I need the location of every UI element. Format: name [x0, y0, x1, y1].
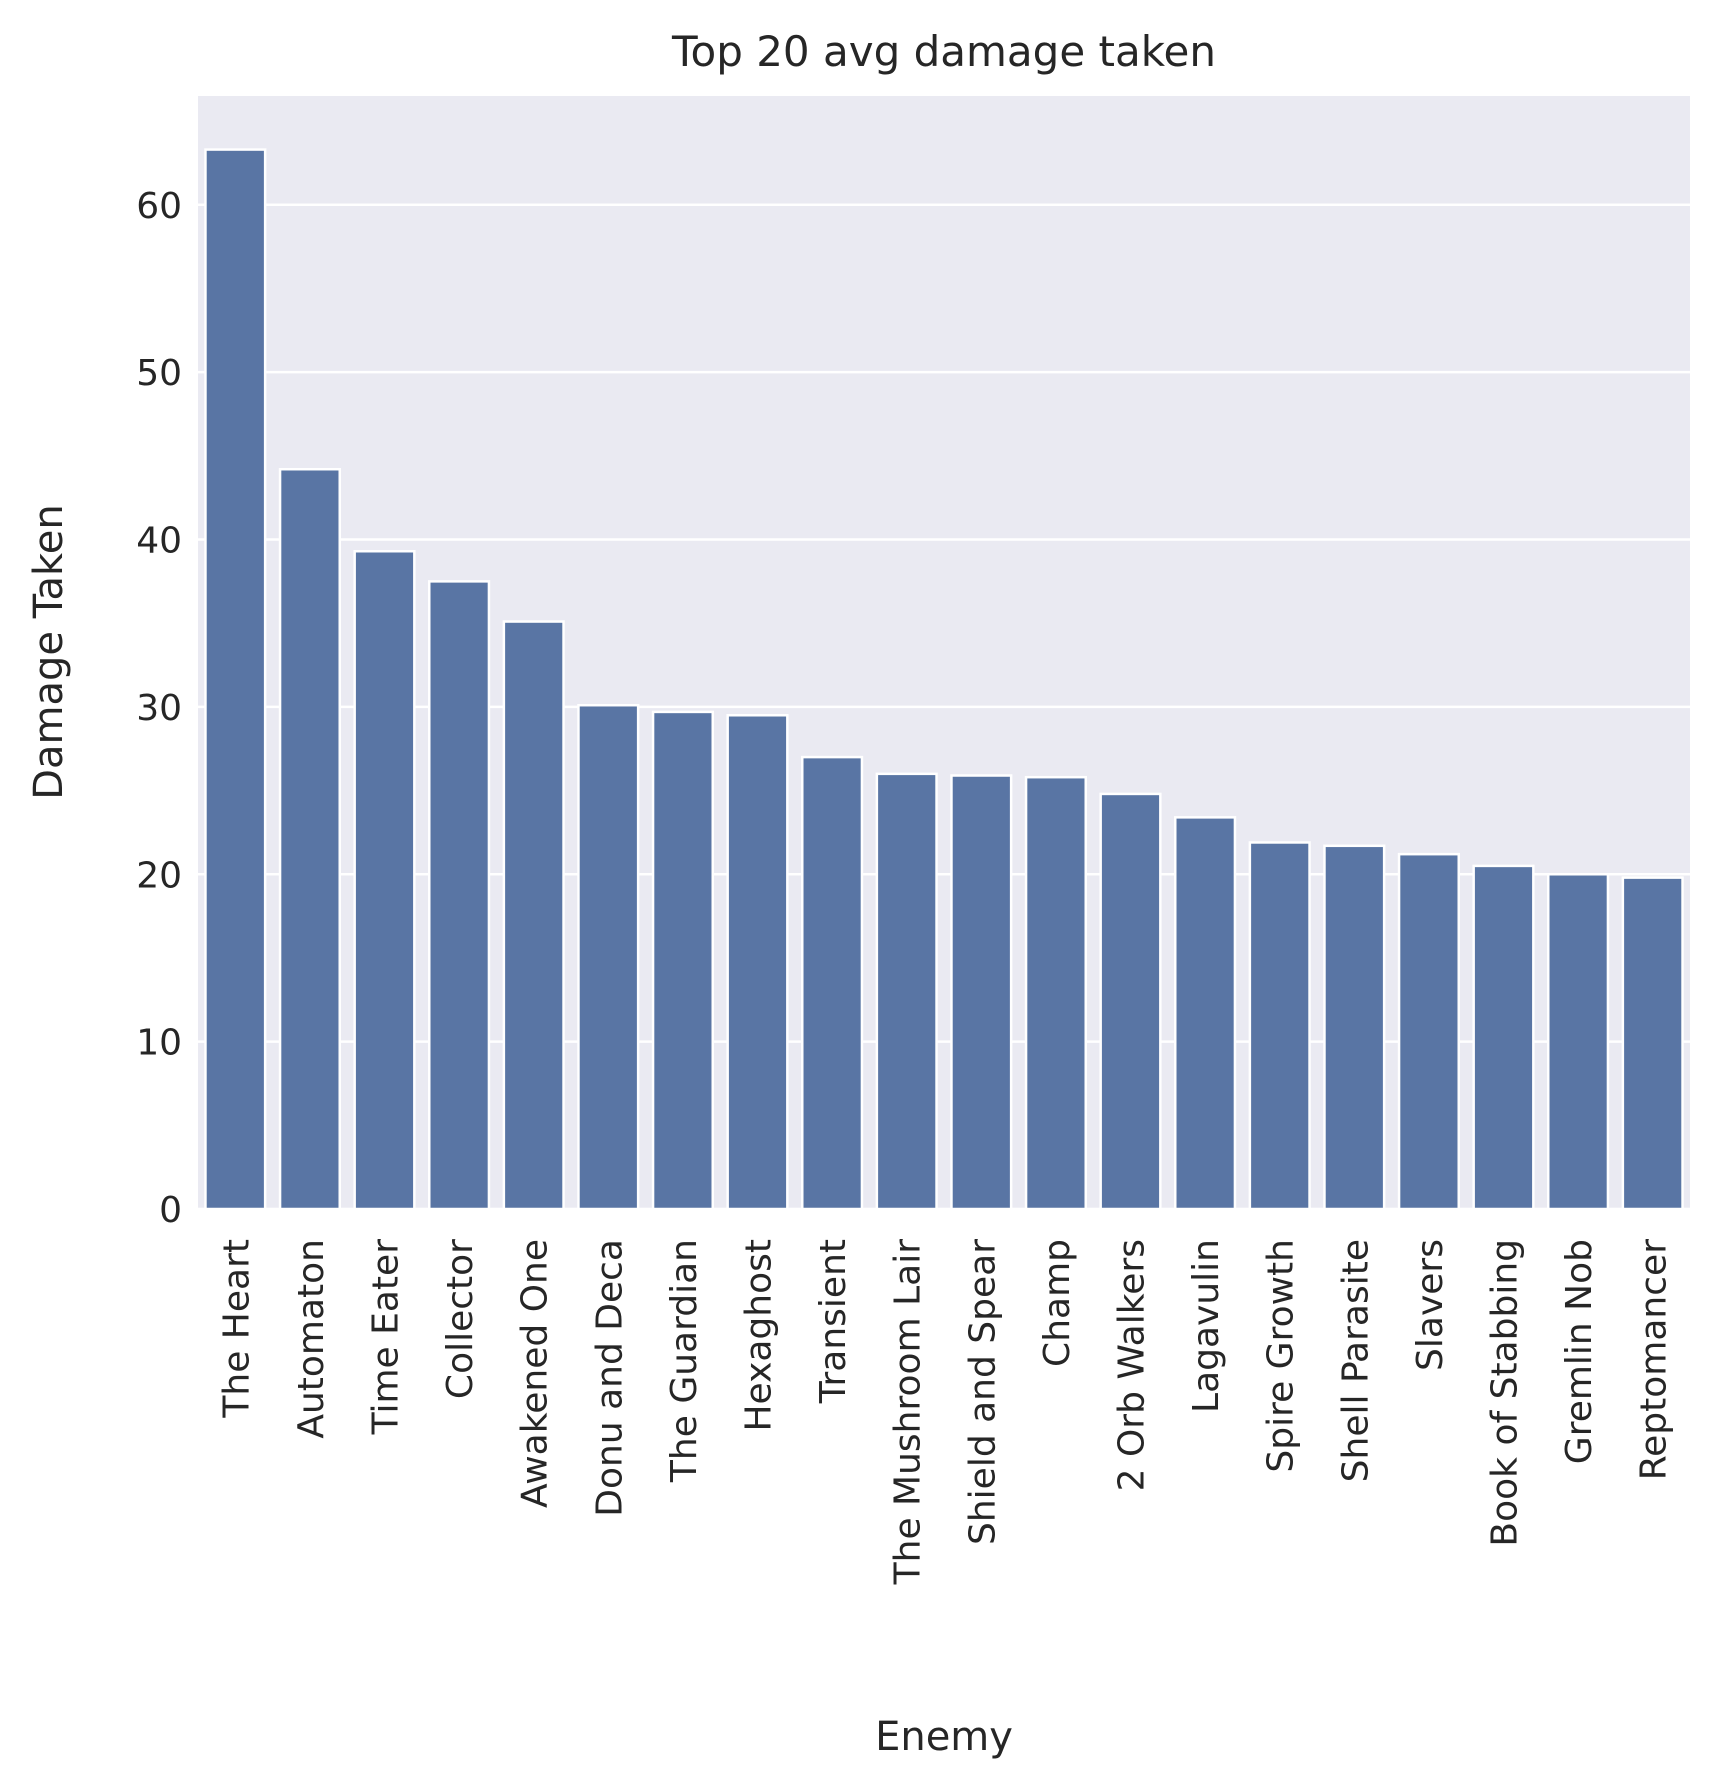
- y-tick-label: 50: [136, 353, 182, 394]
- bar: [204, 148, 267, 1211]
- x-tick-label: Time Eater: [366, 1239, 407, 1436]
- bar: [1024, 775, 1087, 1211]
- x-axis-ticks: The Heart Automaton Time Eater Collector Awa…: [216, 1239, 1674, 1586]
- x-tick-label: 2 Orb Walkers: [1112, 1239, 1153, 1491]
- bar: [651, 710, 714, 1211]
- x-tick-label: Champ: [1037, 1239, 1078, 1367]
- bar: [1248, 841, 1311, 1211]
- bar: [1472, 864, 1535, 1211]
- x-tick-label: Shell Parasite: [1335, 1239, 1376, 1482]
- chart-title: Top 20 avg damage taken: [671, 27, 1216, 76]
- bar: [577, 703, 640, 1211]
- x-tick-label: Book of Stabbing: [1485, 1239, 1526, 1547]
- y-tick-label: 60: [136, 186, 182, 227]
- bar: [726, 714, 789, 1211]
- bars: [204, 148, 1684, 1211]
- bar: [1099, 792, 1162, 1211]
- y-tick-label: 40: [136, 521, 182, 562]
- x-tick-label: Collector: [440, 1239, 481, 1399]
- y-tick-label: 30: [136, 688, 182, 729]
- x-tick-label: Hexaghost: [739, 1239, 780, 1432]
- bar: [1397, 852, 1460, 1211]
- x-tick-label: Shield and Spear: [962, 1239, 1003, 1545]
- x-tick-label: Spire Growth: [1261, 1239, 1302, 1473]
- x-tick-label: The Guardian: [664, 1239, 705, 1483]
- x-tick-label: The Heart: [216, 1239, 257, 1419]
- y-axis-ticks: 0 10 20 30 40 50 60: [136, 186, 182, 1231]
- bar: [1174, 816, 1237, 1211]
- bar: [950, 774, 1013, 1211]
- x-tick-label: The Mushroom Lair: [888, 1239, 929, 1586]
- x-tick-label: Gremlin Nob: [1559, 1239, 1600, 1464]
- bar: [278, 467, 341, 1211]
- y-tick-label: 0: [159, 1190, 182, 1231]
- x-axis-label: Enemy: [875, 1714, 1013, 1760]
- y-axis-label: Damage Taken: [26, 504, 72, 800]
- bar: [1323, 844, 1386, 1211]
- bar: [875, 772, 938, 1211]
- x-tick-label: Transient: [813, 1239, 854, 1404]
- x-tick-label: Reptomancer: [1634, 1239, 1675, 1480]
- x-tick-label: Awakened One: [515, 1239, 556, 1508]
- x-tick-label: Donu and Deca: [589, 1239, 630, 1517]
- x-tick-label: Slavers: [1410, 1239, 1451, 1371]
- bar: [353, 549, 416, 1211]
- bar: [502, 620, 565, 1211]
- x-tick-label: Lagavulin: [1186, 1239, 1227, 1413]
- bar: [801, 755, 864, 1211]
- y-tick-label: 10: [136, 1023, 182, 1064]
- x-tick-label: Automaton: [291, 1239, 332, 1439]
- bar: [428, 580, 491, 1211]
- bar: [1621, 876, 1684, 1211]
- bar: [1547, 873, 1610, 1211]
- y-tick-label: 20: [136, 855, 182, 896]
